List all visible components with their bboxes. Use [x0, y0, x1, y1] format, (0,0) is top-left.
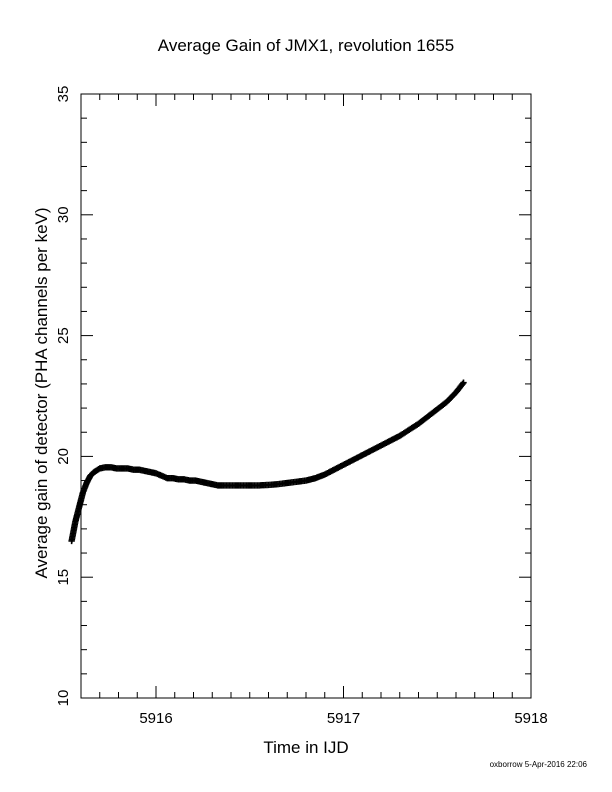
chart-title: Average Gain of JMX1, revolution 1655	[157, 36, 455, 55]
y-tick-label: 10	[55, 690, 72, 707]
data-point	[459, 380, 466, 388]
tick-labels: 5916 5917 5918 10 15 20 25 30 35	[55, 86, 548, 727]
x-tick-label: 5918	[514, 710, 547, 727]
data-points	[68, 379, 467, 545]
y-tick-label: 35	[55, 86, 72, 103]
axis-ticks	[80, 93, 532, 699]
plot-frame	[80, 93, 532, 699]
data-point	[460, 379, 467, 386]
y-tick-label: 20	[55, 448, 72, 465]
y-tick-label: 15	[55, 569, 72, 586]
x-axis-label: Time in IJD	[263, 738, 349, 757]
footer-stamp: oxborrow 5-Apr-2016 22:06	[489, 760, 587, 769]
y-tick-label: 25	[55, 327, 72, 344]
x-tick-label: 5916	[139, 710, 172, 727]
x-tick-label: 5917	[327, 710, 360, 727]
y-tick-label: 30	[55, 206, 72, 223]
